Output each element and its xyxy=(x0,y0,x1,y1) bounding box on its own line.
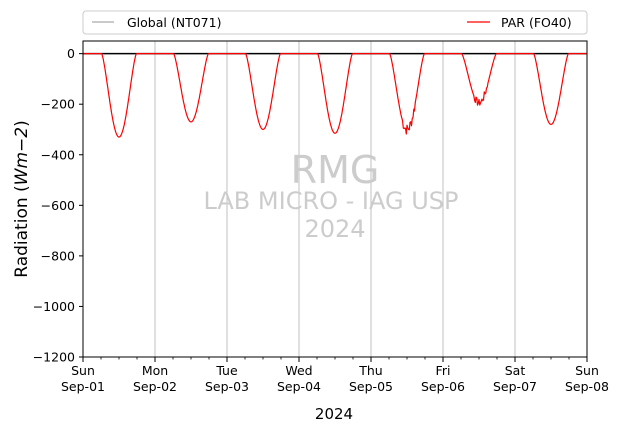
x-tick-label-date: Sep-06 xyxy=(421,379,465,394)
y-axis-label: Radiation (Wm−2) xyxy=(12,120,32,277)
y-tick-label: −400 xyxy=(41,147,75,162)
x-tick-label-day: Sun xyxy=(71,363,95,378)
watermark: RMG LAB MICRO - IAG USP 2024 xyxy=(203,148,458,243)
x-tick-label-date: Sep-08 xyxy=(565,379,609,394)
legend-label-par: PAR (FO40) xyxy=(501,15,572,30)
y-tick-label: −200 xyxy=(41,97,75,112)
watermark-year: 2024 xyxy=(304,215,365,243)
x-tick-label-date: Sep-02 xyxy=(133,379,177,394)
x-tick-label-day: Wed xyxy=(285,363,312,378)
x-tick-label-date: Sep-07 xyxy=(493,379,537,394)
x-axis-label: 2024 xyxy=(315,405,353,423)
x-axis: SunSep-01MonSep-02TueSep-03WedSep-04ThuS… xyxy=(61,357,609,394)
x-tick-label-date: Sep-03 xyxy=(205,379,249,394)
x-tick-label-date: Sep-05 xyxy=(349,379,393,394)
y-tick-label: −1200 xyxy=(33,350,75,365)
x-tick-label-day: Thu xyxy=(358,363,382,378)
series-line-par-fo40 xyxy=(83,53,587,138)
x-tick-label-day: Sat xyxy=(505,363,526,378)
legend: Global (NT071) PAR (FO40) xyxy=(82,10,588,35)
x-tick-label-day: Mon xyxy=(142,363,168,378)
y-tick-label: −1000 xyxy=(33,299,75,314)
legend-box xyxy=(82,10,588,35)
x-gridlines xyxy=(154,41,516,357)
x-tick-label-date: Sep-04 xyxy=(277,379,321,394)
x-tick-label-date: Sep-01 xyxy=(61,379,105,394)
y-tick-label: −600 xyxy=(41,198,75,213)
y-axis: 0 −200 −400 −600 −800 −1000 −1200 xyxy=(33,46,83,365)
x-tick-label-day: Tue xyxy=(215,363,238,378)
legend-label-global: Global (NT071) xyxy=(127,15,221,30)
watermark-title: RMG xyxy=(291,148,380,192)
x-tick-label-day: Fri xyxy=(436,363,451,378)
watermark-lab: LAB MICRO - IAG USP xyxy=(203,187,458,215)
x-tick-label-day: Sun xyxy=(575,363,599,378)
y-tick-label: 0 xyxy=(67,46,75,61)
y-tick-label: −800 xyxy=(41,248,75,263)
